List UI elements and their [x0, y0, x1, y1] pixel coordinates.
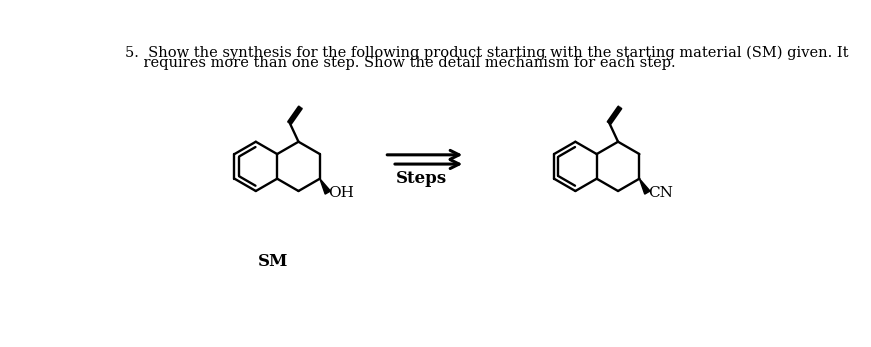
Text: 5.  Show the synthesis for the following product starting with the starting mate: 5. Show the synthesis for the following …: [125, 45, 848, 60]
Text: SM: SM: [258, 253, 288, 270]
Text: OH: OH: [328, 186, 354, 200]
Text: Steps: Steps: [395, 170, 447, 187]
Text: CN: CN: [648, 186, 673, 200]
Text: requires more than one step. Show the detail mechanism for each step.: requires more than one step. Show the de…: [125, 56, 676, 70]
Polygon shape: [639, 179, 650, 194]
Polygon shape: [320, 179, 330, 194]
